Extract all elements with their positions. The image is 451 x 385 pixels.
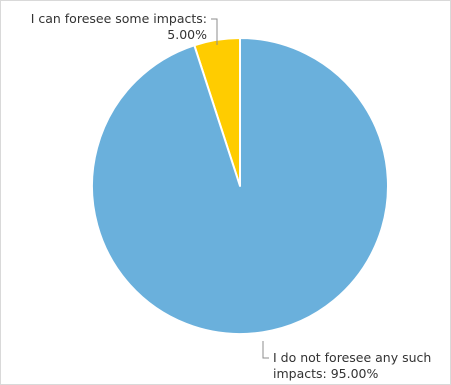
slice-label-minor-value: 5.00% [167,27,207,42]
pie-slice-major [91,37,389,335]
pie-slices [91,37,389,335]
slice-label-minor-line1: I can foresee some impacts: [31,11,207,26]
leader-line-major [262,341,269,359]
slice-label-major-line1: I do not foresee any such [273,350,431,365]
slice-label-major-line2: impacts: 95.00% [273,366,378,381]
leader-line-minor [211,18,218,45]
